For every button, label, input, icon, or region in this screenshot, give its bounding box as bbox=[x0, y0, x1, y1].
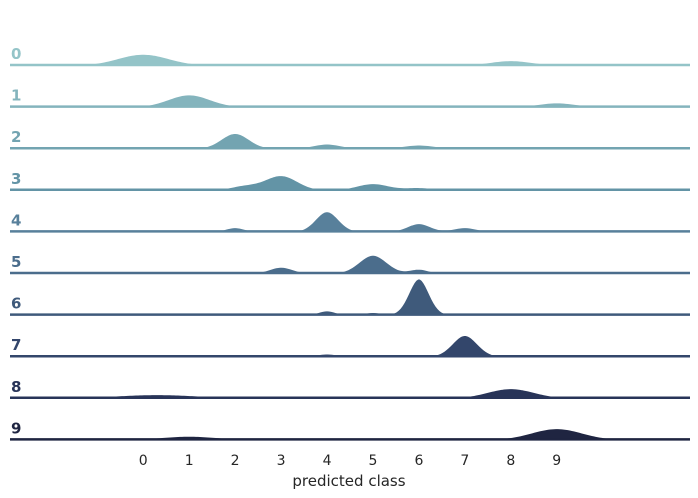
ridge-row-5: 5 bbox=[10, 253, 690, 275]
ridge-label-1: 1 bbox=[11, 87, 21, 105]
ridge-area-1 bbox=[10, 93, 690, 108]
ridge-area-3 bbox=[10, 174, 690, 191]
ridge-label-8: 8 bbox=[11, 378, 21, 396]
ridge-row-1: 1 bbox=[10, 87, 690, 108]
ridge-label-5: 5 bbox=[11, 253, 21, 271]
x-tick-label-1: 1 bbox=[185, 453, 194, 469]
x-tick-label-4: 4 bbox=[323, 453, 332, 469]
ridge-area-4 bbox=[10, 210, 690, 233]
ridge-row-2: 2 bbox=[10, 128, 690, 150]
x-tick-label-8: 8 bbox=[506, 453, 515, 469]
ridge-label-6: 6 bbox=[11, 295, 21, 313]
ridge-row-4: 4 bbox=[10, 210, 690, 233]
ridge-row-3: 3 bbox=[10, 170, 690, 192]
x-tick-label-6: 6 bbox=[414, 453, 423, 469]
x-tick-label-5: 5 bbox=[369, 453, 378, 469]
ridge-row-6: 6 bbox=[10, 277, 690, 316]
ridges-group: 0 1 2 3 4 5 6 7 8 9 bbox=[9, 45, 690, 441]
ridge-label-2: 2 bbox=[11, 128, 21, 146]
ridge-row-9: 9 bbox=[10, 419, 690, 441]
x-tick-label-0: 0 bbox=[139, 453, 148, 469]
ridge-row-0: 0 bbox=[10, 45, 690, 67]
ridge-area-6 bbox=[10, 277, 690, 316]
ridge-area-8 bbox=[9, 387, 690, 399]
x-tick-label-3: 3 bbox=[277, 453, 286, 469]
x-ticks-group: 0 1 2 3 4 5 6 7 8 9 bbox=[139, 453, 561, 469]
ridge-label-9: 9 bbox=[11, 419, 21, 437]
x-tick-label-9: 9 bbox=[552, 453, 561, 469]
x-tick-label-2: 2 bbox=[231, 453, 240, 469]
ridge-area-0 bbox=[10, 53, 690, 66]
ridge-area-7 bbox=[10, 334, 690, 357]
ridge-row-8: 8 bbox=[9, 378, 690, 400]
ridge-row-7: 7 bbox=[10, 334, 690, 358]
ridge-area-2 bbox=[10, 132, 690, 149]
x-axis-label: predicted class bbox=[292, 472, 405, 490]
ridge-area-9 bbox=[10, 427, 690, 441]
ridge-label-0: 0 bbox=[11, 45, 21, 63]
ridge-area-5 bbox=[10, 254, 690, 274]
ridge-label-3: 3 bbox=[11, 170, 21, 188]
x-tick-label-7: 7 bbox=[460, 453, 469, 469]
ridge-label-4: 4 bbox=[11, 211, 21, 229]
ridge-label-7: 7 bbox=[11, 336, 21, 354]
